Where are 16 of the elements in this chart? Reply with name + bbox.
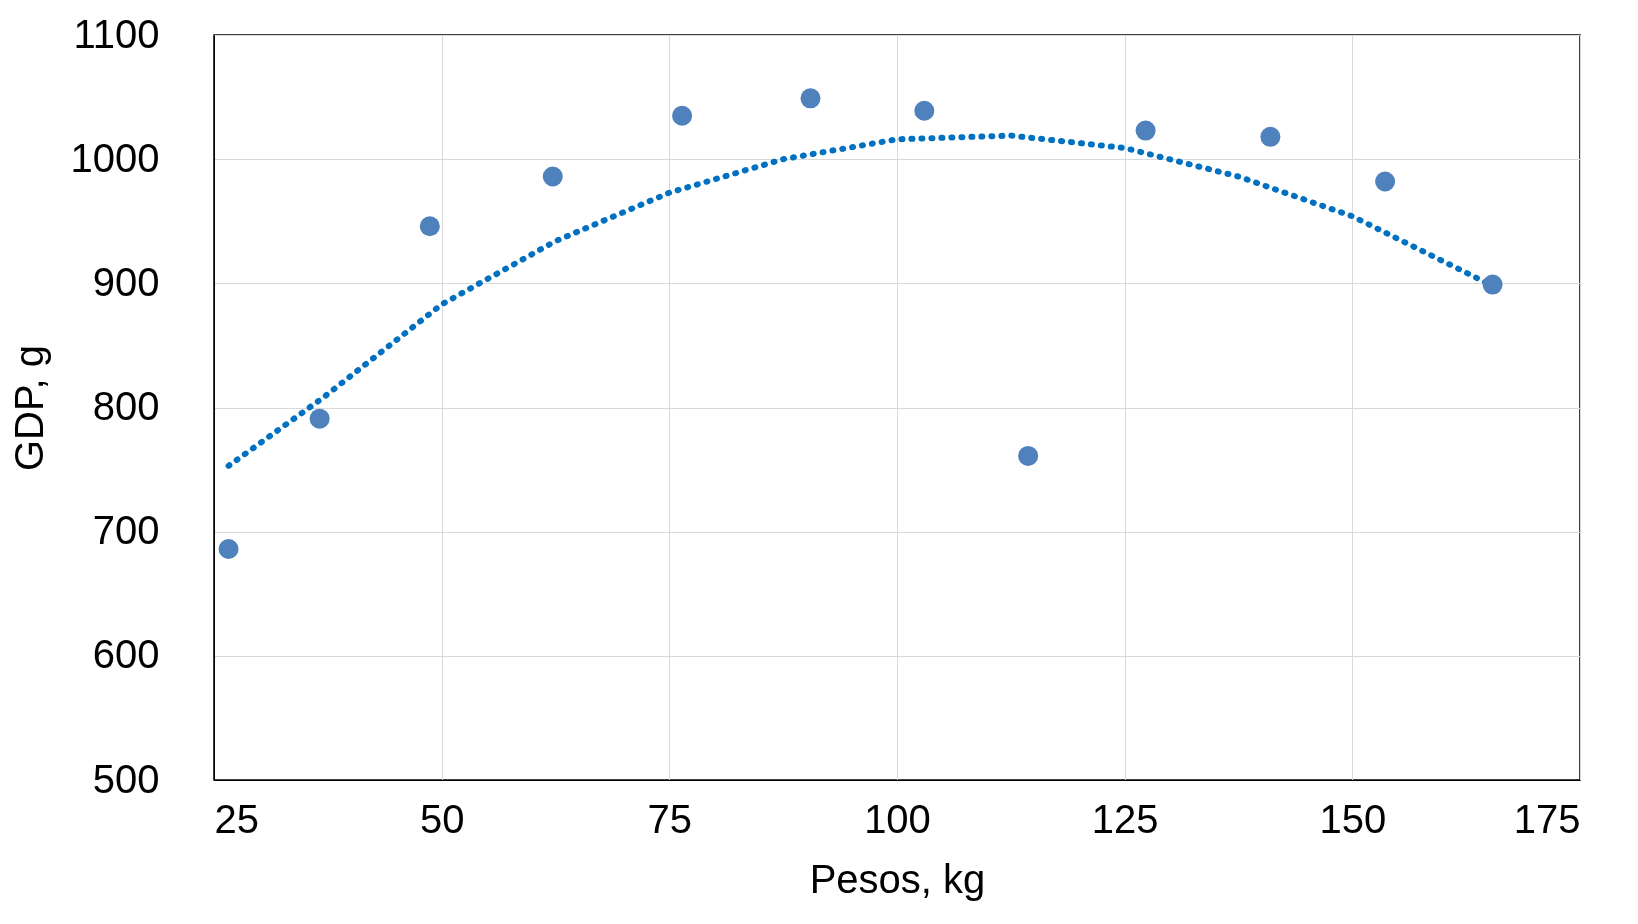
y-tick-label: 800 [92, 384, 160, 428]
x-tick-label: 125 [1091, 796, 1159, 841]
x-tick-label: 150 [1319, 796, 1387, 841]
x-tick-label: 75 [647, 796, 693, 841]
x-tick-label: 25 [214, 796, 259, 841]
y-tick-label: 500 [92, 756, 160, 801]
x-tick-label: 175 [1513, 796, 1581, 841]
y-tick-label: 600 [92, 632, 160, 677]
y-tick-label: 1100 [73, 11, 160, 56]
y-tick-label: 700 [92, 508, 160, 553]
x-axis-title: Pesos, kg [809, 856, 986, 901]
y-tick-label: 900 [92, 259, 160, 304]
y-axis-title: GDP, g [6, 345, 51, 471]
x-tick-label: 100 [864, 796, 931, 841]
x-tick-label: 50 [419, 796, 465, 841]
y-tick-label: 1000 [70, 135, 160, 180]
